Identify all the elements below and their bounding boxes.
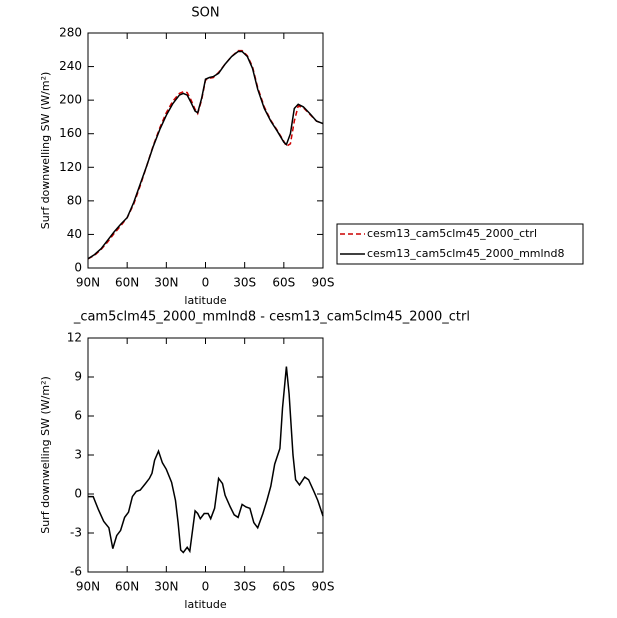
legend-box: [336, 223, 584, 265]
y-tick-label: 0: [74, 487, 82, 501]
x-axis-label: latitude: [184, 294, 226, 307]
x-tick-label: 90S: [312, 580, 335, 594]
x-tick-label: 0: [202, 580, 210, 594]
y-tick-label: 80: [67, 193, 82, 207]
x-tick-label: 60S: [272, 276, 295, 290]
legend-label: cesm13_cam5clm45_2000_mmlnd8: [367, 247, 565, 260]
x-tick-label: 60S: [272, 580, 295, 594]
y-tick-label: 40: [67, 227, 82, 241]
x-tick-label: 90N: [76, 580, 100, 594]
y-tick-label: 200: [59, 93, 82, 107]
x-axis-label: latitude: [184, 598, 226, 611]
data-line: [87, 50, 324, 260]
y-tick-label: 240: [59, 59, 82, 73]
y-tick-label: 0: [74, 261, 82, 275]
x-tick-label: 90N: [76, 276, 100, 290]
x-tick-label: 30S: [233, 580, 256, 594]
x-tick-label: 60N: [115, 276, 139, 290]
x-tick-label: 60N: [115, 580, 139, 594]
x-tick-label: 30S: [233, 276, 256, 290]
chart-title: _cam5clm45_2000_mmlnd8 - cesm13_cam5clm4…: [73, 310, 470, 325]
y-tick-label: 9: [74, 370, 82, 384]
y-tick-label: 160: [59, 126, 82, 140]
chart-title: SON: [191, 6, 219, 21]
y-tick-label: 6: [74, 409, 82, 423]
x-tick-label: 90S: [312, 276, 335, 290]
y-axis-label: Surf downwelling SW (W/m²): [39, 72, 52, 230]
plot-frame: [87, 32, 324, 269]
y-tick-label: 120: [59, 160, 82, 174]
y-axis-label: Surf downwelling SW (W/m²): [39, 376, 52, 534]
plot-frame: [87, 337, 324, 573]
y-tick-label: -3: [70, 526, 82, 540]
y-tick-label: 3: [74, 448, 82, 462]
y-tick-label: -6: [70, 565, 82, 579]
data-line: [88, 366, 324, 554]
legend-label: cesm13_cam5clm45_2000_ctrl: [367, 227, 537, 240]
y-tick-label: 280: [59, 26, 82, 40]
x-tick-label: 0: [202, 276, 210, 290]
x-tick-label: 30N: [154, 580, 178, 594]
y-tick-label: 12: [67, 331, 82, 345]
x-tick-label: 30N: [154, 276, 178, 290]
